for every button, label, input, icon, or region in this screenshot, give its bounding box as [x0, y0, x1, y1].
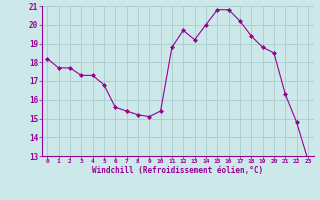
X-axis label: Windchill (Refroidissement éolien,°C): Windchill (Refroidissement éolien,°C): [92, 166, 263, 175]
